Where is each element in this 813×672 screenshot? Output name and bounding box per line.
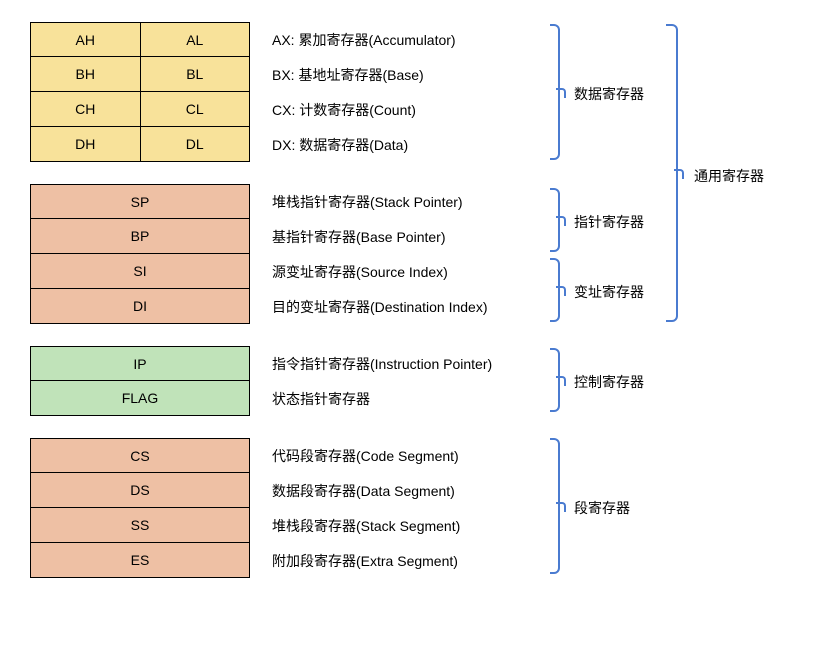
- cell-dl: DL: [140, 126, 251, 162]
- desc-ip: 指令指针寄存器(Instruction Pointer): [272, 354, 492, 374]
- cell-ds: DS: [30, 472, 250, 508]
- desc-bp: 基指针寄存器(Base Pointer): [272, 227, 445, 247]
- desc-bx: BX: 基地址寄存器(Base): [272, 65, 424, 85]
- cell-di: DI: [30, 288, 250, 324]
- bracket-seg: [550, 438, 560, 574]
- cell-cl: CL: [140, 91, 251, 127]
- bracket-ctrl: [550, 348, 560, 412]
- table-row: BP 基指针寄存器(Base Pointer): [30, 219, 813, 254]
- desc-cs: 代码段寄存器(Code Segment): [272, 446, 459, 466]
- cell-al: AL: [140, 22, 251, 57]
- table-row: DI 目的变址寄存器(Destination Index): [30, 289, 813, 324]
- cell-bp: BP: [30, 218, 250, 254]
- table-row: SS 堆栈段寄存器(Stack Segment): [30, 508, 813, 543]
- register-group-data: AH AL AX: 累加寄存器(Accumulator) BH BL BX: 基…: [30, 22, 813, 162]
- bracket-label-idx: 变址寄存器: [574, 282, 644, 302]
- desc-ds: 数据段寄存器(Data Segment): [272, 481, 455, 501]
- desc-ax: AX: 累加寄存器(Accumulator): [272, 30, 456, 50]
- cell-ch: CH: [30, 91, 141, 127]
- cell-flag: FLAG: [30, 380, 250, 416]
- cell-es: ES: [30, 542, 250, 578]
- cell-ah: AH: [30, 22, 141, 57]
- table-row: BH BL BX: 基地址寄存器(Base): [30, 57, 813, 92]
- cell-bh: BH: [30, 56, 141, 92]
- cell-sp: SP: [30, 184, 250, 219]
- cell-ss: SS: [30, 507, 250, 543]
- bracket-idx: [550, 258, 560, 322]
- bracket-label-seg: 段寄存器: [574, 498, 630, 518]
- bracket-label-data: 数据寄存器: [574, 84, 644, 104]
- cell-bl: BL: [140, 56, 251, 92]
- bracket-label-general: 通用寄存器: [694, 166, 764, 186]
- cell-si: SI: [30, 253, 250, 289]
- table-row: SI 源变址寄存器(Source Index): [30, 254, 813, 289]
- desc-ss: 堆栈段寄存器(Stack Segment): [272, 516, 460, 536]
- table-row: DS 数据段寄存器(Data Segment): [30, 473, 813, 508]
- desc-si: 源变址寄存器(Source Index): [272, 262, 448, 282]
- table-row: ES 附加段寄存器(Extra Segment): [30, 543, 813, 578]
- register-group-seg: CS 代码段寄存器(Code Segment) DS 数据段寄存器(Data S…: [30, 438, 813, 578]
- bracket-label-ctrl: 控制寄存器: [574, 372, 644, 392]
- table-row: IP 指令指针寄存器(Instruction Pointer): [30, 346, 813, 381]
- bracket-data: [550, 24, 560, 160]
- table-row: CH CL CX: 计数寄存器(Count): [30, 92, 813, 127]
- bracket-label-ptr: 指针寄存器: [574, 212, 644, 232]
- desc-sp: 堆栈指针寄存器(Stack Pointer): [272, 192, 463, 212]
- register-group-ctrl: IP 指令指针寄存器(Instruction Pointer) FLAG 状态指…: [30, 346, 813, 416]
- desc-di: 目的变址寄存器(Destination Index): [272, 297, 488, 317]
- bracket-ptr: [550, 188, 560, 252]
- bracket-general: [666, 24, 678, 322]
- table-row: CS 代码段寄存器(Code Segment): [30, 438, 813, 473]
- table-row: FLAG 状态指针寄存器: [30, 381, 813, 416]
- register-group-ptr-idx: SP 堆栈指针寄存器(Stack Pointer) BP 基指针寄存器(Base…: [30, 184, 813, 324]
- desc-cx: CX: 计数寄存器(Count): [272, 100, 416, 120]
- table-row: SP 堆栈指针寄存器(Stack Pointer): [30, 184, 813, 219]
- cell-dh: DH: [30, 126, 141, 162]
- cell-ip: IP: [30, 346, 250, 381]
- table-row: AH AL AX: 累加寄存器(Accumulator): [30, 22, 813, 57]
- desc-flag: 状态指针寄存器: [272, 389, 370, 409]
- table-row: DH DL DX: 数据寄存器(Data): [30, 127, 813, 162]
- desc-dx: DX: 数据寄存器(Data): [272, 135, 408, 155]
- desc-es: 附加段寄存器(Extra Segment): [272, 551, 458, 571]
- cell-cs: CS: [30, 438, 250, 473]
